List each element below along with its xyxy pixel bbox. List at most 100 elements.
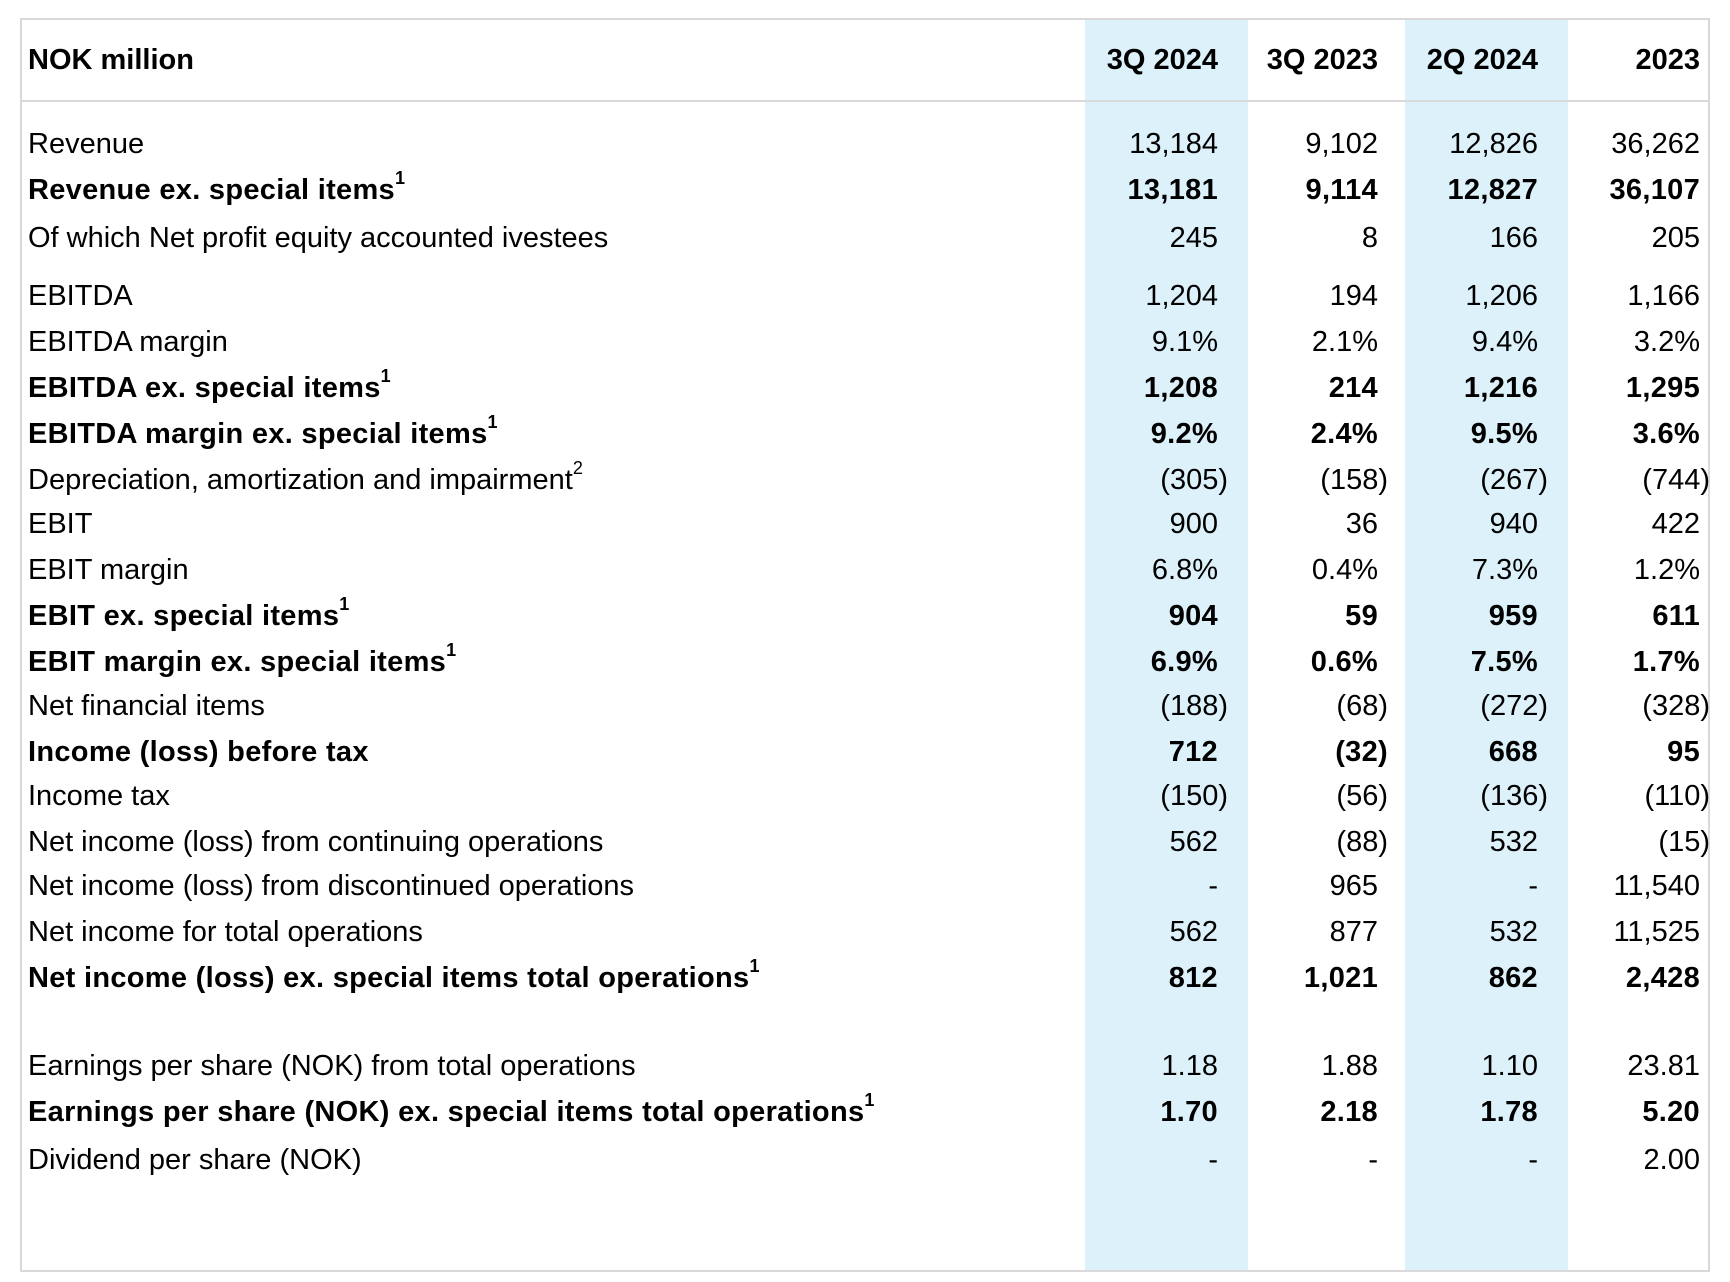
unit-label: NOK million bbox=[28, 44, 194, 76]
row-label-text: Of which Net profit equity accounted ive… bbox=[28, 222, 609, 254]
value-3q-2023: (158) bbox=[1320, 464, 1388, 496]
value-2q-2024: 1,216 bbox=[1463, 372, 1538, 404]
row-label: Revenue ex. special items1 bbox=[28, 166, 405, 214]
value-3q-2023: (32) bbox=[1335, 736, 1388, 768]
row-label-text: Dividend per share (NOK) bbox=[28, 1144, 362, 1176]
row-label-text: EBITDA margin ex. special items bbox=[28, 418, 488, 450]
value-3q-2023: - bbox=[1368, 1144, 1378, 1176]
row-label-text: Income (loss) before tax bbox=[28, 736, 369, 768]
value-3q-2024: 562 bbox=[1169, 916, 1218, 948]
row-label-text: EBITDA bbox=[28, 280, 133, 312]
value-2023: 23.81 bbox=[1627, 1050, 1700, 1082]
value-3q-2023: 9,102 bbox=[1305, 128, 1378, 160]
value-2q-2024: (272) bbox=[1480, 690, 1548, 722]
table-row: Net income (loss) ex. special items tota… bbox=[22, 954, 1708, 1002]
value-3q-2024: 13,184 bbox=[1129, 128, 1218, 160]
value-3q-2024: 1.18 bbox=[1161, 1050, 1218, 1082]
row-label: Income tax bbox=[28, 772, 170, 820]
table-row: Net income (loss) from continuing operat… bbox=[22, 818, 1710, 866]
value-3q-2023: 2.18 bbox=[1320, 1096, 1378, 1128]
value-2q-2024: 166 bbox=[1489, 222, 1538, 254]
value-3q-2024: 900 bbox=[1169, 508, 1218, 540]
row-label: Income (loss) before tax bbox=[28, 728, 369, 776]
table-row: Net income for total operations 562 877 532… bbox=[22, 908, 1708, 956]
value-3q-2023: 965 bbox=[1329, 870, 1378, 902]
column-header-2023: 2023 bbox=[1635, 44, 1700, 76]
table-row: EBIT margin 6.8% 0.4% 7.3% 1.2% bbox=[22, 546, 1708, 594]
value-2023: 11,540 bbox=[1613, 870, 1700, 902]
footnote-marker: 2 bbox=[572, 458, 583, 479]
value-2q-2024: 1.10 bbox=[1481, 1050, 1538, 1082]
value-3q-2023: 877 bbox=[1329, 916, 1378, 948]
footnote-marker: 1 bbox=[749, 956, 760, 977]
financial-table: NOK million 3Q 2024 3Q 2023 2Q 2024 2023… bbox=[20, 18, 1710, 1272]
table-row: EBITDA ex. special items1 1,208 214 1,216 1,… bbox=[22, 364, 1708, 412]
value-2q-2024: 1,206 bbox=[1465, 280, 1538, 312]
highlight-column-2q-2024 bbox=[1405, 20, 1568, 1270]
value-2023: 11,525 bbox=[1613, 916, 1700, 948]
table-row: Net income (loss) from discontinued oper… bbox=[22, 862, 1708, 910]
value-3q-2023: 59 bbox=[1345, 600, 1378, 632]
row-label-text: EBIT margin bbox=[28, 554, 189, 586]
row-label-text: Revenue bbox=[28, 128, 145, 160]
value-3q-2024: 562 bbox=[1169, 826, 1218, 858]
value-2023: (15) bbox=[1658, 826, 1710, 858]
value-3q-2023: 0.4% bbox=[1311, 554, 1378, 586]
value-3q-2024: 1,204 bbox=[1145, 280, 1218, 312]
value-3q-2023: (88) bbox=[1336, 826, 1388, 858]
value-2q-2024: 7.5% bbox=[1470, 646, 1538, 678]
value-2q-2024: - bbox=[1528, 870, 1538, 902]
value-2023: 5.20 bbox=[1642, 1096, 1700, 1128]
header-row: NOK million 3Q 2024 3Q 2023 2Q 2024 2023 bbox=[22, 36, 1708, 84]
value-2q-2024: 7.3% bbox=[1471, 554, 1538, 586]
table-row: Earnings per share (NOK) ex. special ite… bbox=[22, 1088, 1708, 1136]
footnote-marker: 1 bbox=[446, 640, 457, 661]
value-2023: 1.7% bbox=[1632, 646, 1700, 678]
footnote-marker: 1 bbox=[864, 1090, 875, 1111]
value-3q-2023: 2.4% bbox=[1310, 418, 1378, 450]
value-3q-2023: 8 bbox=[1361, 222, 1378, 254]
value-2023: 36,107 bbox=[1609, 174, 1700, 206]
value-2q-2024: 12,827 bbox=[1447, 174, 1538, 206]
value-3q-2024: 6.8% bbox=[1151, 554, 1218, 586]
table-row: Net financial items (188) (68) (272) (328) bbox=[22, 682, 1710, 730]
row-label-text: Depreciation, amortization and impairmen… bbox=[28, 464, 573, 496]
table-row: EBIT margin ex. special items1 6.9% 0.6% 7.… bbox=[22, 638, 1708, 686]
value-3q-2024: 9.2% bbox=[1150, 418, 1218, 450]
value-3q-2023: 194 bbox=[1329, 280, 1378, 312]
value-2023: 3.6% bbox=[1632, 418, 1700, 450]
row-label-text: Earnings per share (NOK) ex. special ite… bbox=[28, 1096, 865, 1128]
value-2q-2024: 668 bbox=[1488, 736, 1538, 768]
row-label: Net income (loss) from continuing operat… bbox=[28, 818, 603, 866]
column-header-2q-2024: 2Q 2024 bbox=[1426, 44, 1538, 76]
value-2023: (328) bbox=[1642, 690, 1710, 722]
value-2q-2024: 532 bbox=[1489, 916, 1538, 948]
row-label-text: EBITDA margin bbox=[28, 326, 228, 358]
value-3q-2023: 2.1% bbox=[1311, 326, 1378, 358]
value-3q-2024: 1.70 bbox=[1160, 1096, 1218, 1128]
row-label: Net income (loss) from discontinued oper… bbox=[28, 862, 634, 910]
value-2q-2024: 12,826 bbox=[1449, 128, 1538, 160]
header-divider bbox=[22, 100, 1708, 102]
value-2023: 205 bbox=[1651, 222, 1700, 254]
value-3q-2023: 0.6% bbox=[1310, 646, 1378, 678]
row-label-text: Net income (loss) from discontinued oper… bbox=[28, 870, 635, 902]
value-3q-2024: 245 bbox=[1169, 222, 1218, 254]
value-2023: 611 bbox=[1652, 600, 1700, 632]
value-2023: (110) bbox=[1644, 780, 1710, 812]
value-2023: 1,295 bbox=[1625, 372, 1700, 404]
row-label-text: Net financial items bbox=[28, 690, 265, 722]
row-label: EBIT ex. special items1 bbox=[28, 592, 350, 640]
value-3q-2024: (150) bbox=[1160, 780, 1228, 812]
footnote-marker: 1 bbox=[339, 594, 350, 615]
row-label: Depreciation, amortization and impairmen… bbox=[28, 456, 583, 504]
table-row: EBITDA 1,204 194 1,206 1,166 bbox=[22, 272, 1708, 320]
value-3q-2024: - bbox=[1208, 1144, 1218, 1176]
value-2023: (744) bbox=[1642, 464, 1710, 496]
value-3q-2023: 1,021 bbox=[1303, 962, 1378, 994]
column-header-3q-2023: 3Q 2023 bbox=[1266, 44, 1378, 76]
table-row: Revenue 13,184 9,102 12,826 36,262 bbox=[22, 120, 1708, 168]
value-2023: 422 bbox=[1651, 508, 1700, 540]
highlight-column-3q-2024 bbox=[1085, 20, 1248, 1270]
row-label: Earnings per share (NOK) from total oper… bbox=[28, 1042, 636, 1090]
